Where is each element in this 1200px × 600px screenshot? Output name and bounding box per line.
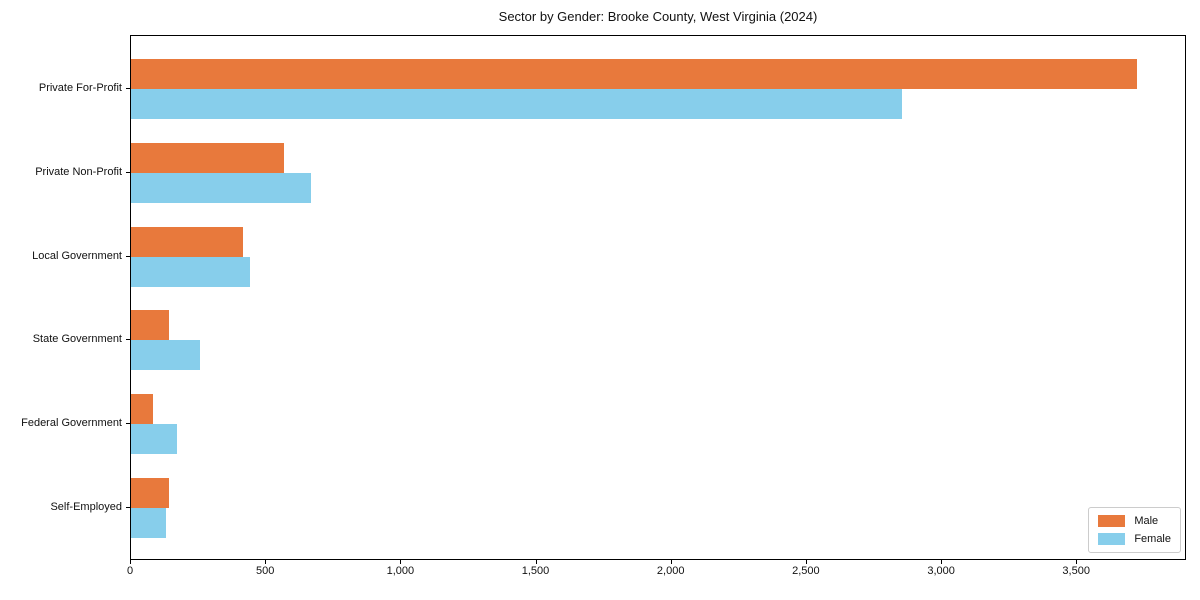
y-tick-label: Private Non-Profit <box>35 165 122 178</box>
x-tick-label: 1,500 <box>521 565 550 577</box>
bar-female-private-non-profit <box>131 172 311 203</box>
y-tick-label: Federal Government <box>21 417 122 430</box>
bar-female-self-employed <box>131 508 167 538</box>
x-tick-mark <box>805 560 807 564</box>
bar-male-state-government <box>131 310 169 341</box>
x-tick-mark <box>941 560 943 564</box>
x-tick-mark <box>535 560 537 564</box>
bar-female-state-government <box>131 340 200 371</box>
y-tick-label: Local Government <box>32 249 122 262</box>
x-tick-label: 1,000 <box>386 565 415 577</box>
x-tick-label: 3,500 <box>1062 565 1090 577</box>
y-tick-mark <box>126 423 130 425</box>
x-tick-mark <box>400 560 402 564</box>
y-tick-label: Self-Employed <box>50 501 122 513</box>
y-tick-label: State Government <box>32 333 122 346</box>
x-tick-label: 2,000 <box>656 565 685 577</box>
x-tick-mark <box>1076 560 1078 564</box>
y-tick-mark <box>126 507 130 508</box>
legend-item-male: Male <box>1098 515 1171 527</box>
y-tick-mark <box>126 171 130 173</box>
bar-male-federal-government <box>131 394 153 425</box>
legend-item-female: Female <box>1098 533 1171 545</box>
x-tick-label: 500 <box>256 565 275 577</box>
legend: Male Female <box>1088 507 1181 553</box>
y-tick-mark <box>126 339 130 341</box>
x-tick-label: 2,500 <box>792 565 820 577</box>
bar-female-private-for-profit <box>131 89 902 119</box>
y-tick-mark <box>126 255 130 257</box>
bar-female-federal-government <box>131 424 177 455</box>
y-tick-label: Private For-Profit <box>38 82 122 94</box>
x-tick-label: 3,000 <box>927 565 955 577</box>
plot-area: Male Female <box>130 35 1186 560</box>
x-tick-mark <box>670 560 672 564</box>
legend-swatch-male <box>1098 515 1126 527</box>
x-tick-mark <box>130 560 131 564</box>
bar-male-local-government <box>131 226 244 257</box>
bar-male-private-for-profit <box>131 59 1137 89</box>
legend-swatch-female <box>1098 533 1126 545</box>
bar-male-self-employed <box>131 478 169 508</box>
x-tick-mark <box>265 560 267 564</box>
x-tick-label: 0 <box>126 565 134 577</box>
legend-label: Female <box>1134 533 1171 545</box>
bar-male-private-non-profit <box>131 142 284 173</box>
y-tick-mark <box>126 88 130 89</box>
bar-female-local-government <box>131 256 250 287</box>
legend-label: Male <box>1134 515 1159 527</box>
chart-title: Sector by Gender: Brooke County, West Vi… <box>498 9 818 24</box>
